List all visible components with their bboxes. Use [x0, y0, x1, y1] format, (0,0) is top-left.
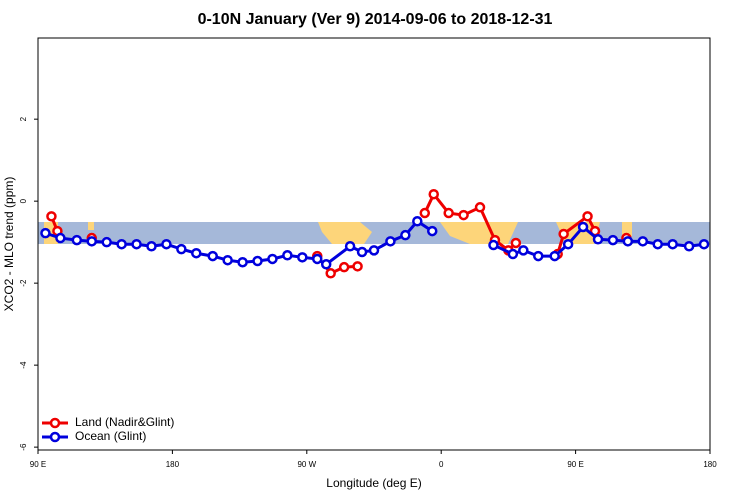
point — [86, 236, 98, 247]
point — [577, 221, 589, 233]
point — [344, 241, 356, 252]
point — [607, 234, 619, 246]
x-tick-label: 90 E — [30, 460, 46, 469]
point — [510, 237, 522, 249]
map-band — [38, 222, 710, 244]
point — [55, 232, 66, 244]
point — [428, 188, 439, 200]
plot-frame — [37, 37, 711, 451]
point — [71, 234, 83, 246]
y-axis-label: XCO2 - MLO trend (ppm) — [2, 177, 16, 312]
point — [622, 236, 634, 247]
point — [667, 238, 678, 250]
point — [252, 255, 263, 267]
legend-marker — [49, 417, 61, 429]
chart-title: 0-10N January (Ver 9) 2014-09-06 to 2018… — [198, 11, 553, 28]
point — [507, 248, 519, 260]
point — [161, 238, 172, 250]
x-tick-label: 0 — [439, 460, 444, 469]
point — [131, 238, 142, 250]
point — [101, 236, 112, 248]
point — [267, 253, 278, 265]
point — [518, 245, 529, 256]
point — [419, 207, 431, 219]
point — [312, 253, 323, 265]
y-tick-label: 2 — [19, 116, 28, 121]
point — [368, 245, 380, 256]
point — [46, 211, 57, 222]
point — [412, 215, 423, 227]
legend-label: Ocean (Glint) — [75, 429, 146, 443]
point — [458, 209, 469, 221]
point — [400, 229, 411, 241]
point — [385, 236, 396, 247]
point — [637, 236, 649, 247]
point — [207, 250, 218, 262]
point — [426, 225, 438, 237]
legend-label: Land (Nadir&Glint) — [75, 415, 174, 429]
x-tick-label: 90 W — [297, 460, 316, 469]
point — [146, 241, 157, 252]
point — [222, 254, 233, 266]
x-axis-label: Longitude (deg E) — [326, 476, 421, 490]
point — [282, 250, 293, 261]
y-tick-label: -4 — [19, 361, 28, 369]
point — [488, 239, 499, 251]
point — [582, 211, 593, 222]
point — [474, 202, 486, 213]
point — [683, 241, 695, 252]
x-tick-label: 180 — [703, 460, 717, 469]
point — [352, 261, 363, 272]
point — [652, 238, 663, 250]
point — [297, 252, 308, 263]
x-tick-label: 90 E — [567, 460, 583, 469]
point — [116, 238, 127, 250]
point — [338, 261, 350, 273]
point — [176, 243, 187, 255]
point — [592, 234, 604, 245]
land-strip — [44, 222, 632, 244]
point — [320, 259, 332, 270]
point — [698, 238, 710, 250]
point — [549, 250, 560, 262]
point — [40, 227, 51, 239]
point — [237, 256, 248, 268]
point — [558, 228, 569, 240]
y-tick-label: -2 — [19, 279, 28, 287]
legend-marker — [49, 431, 61, 443]
point — [533, 250, 544, 262]
y-tick-label: -6 — [19, 443, 28, 451]
point — [562, 238, 574, 250]
point — [356, 246, 368, 258]
point — [191, 247, 202, 259]
point — [443, 207, 454, 219]
point — [325, 268, 336, 279]
x-tick-label: 180 — [166, 460, 180, 469]
y-tick-label: 0 — [19, 198, 28, 203]
